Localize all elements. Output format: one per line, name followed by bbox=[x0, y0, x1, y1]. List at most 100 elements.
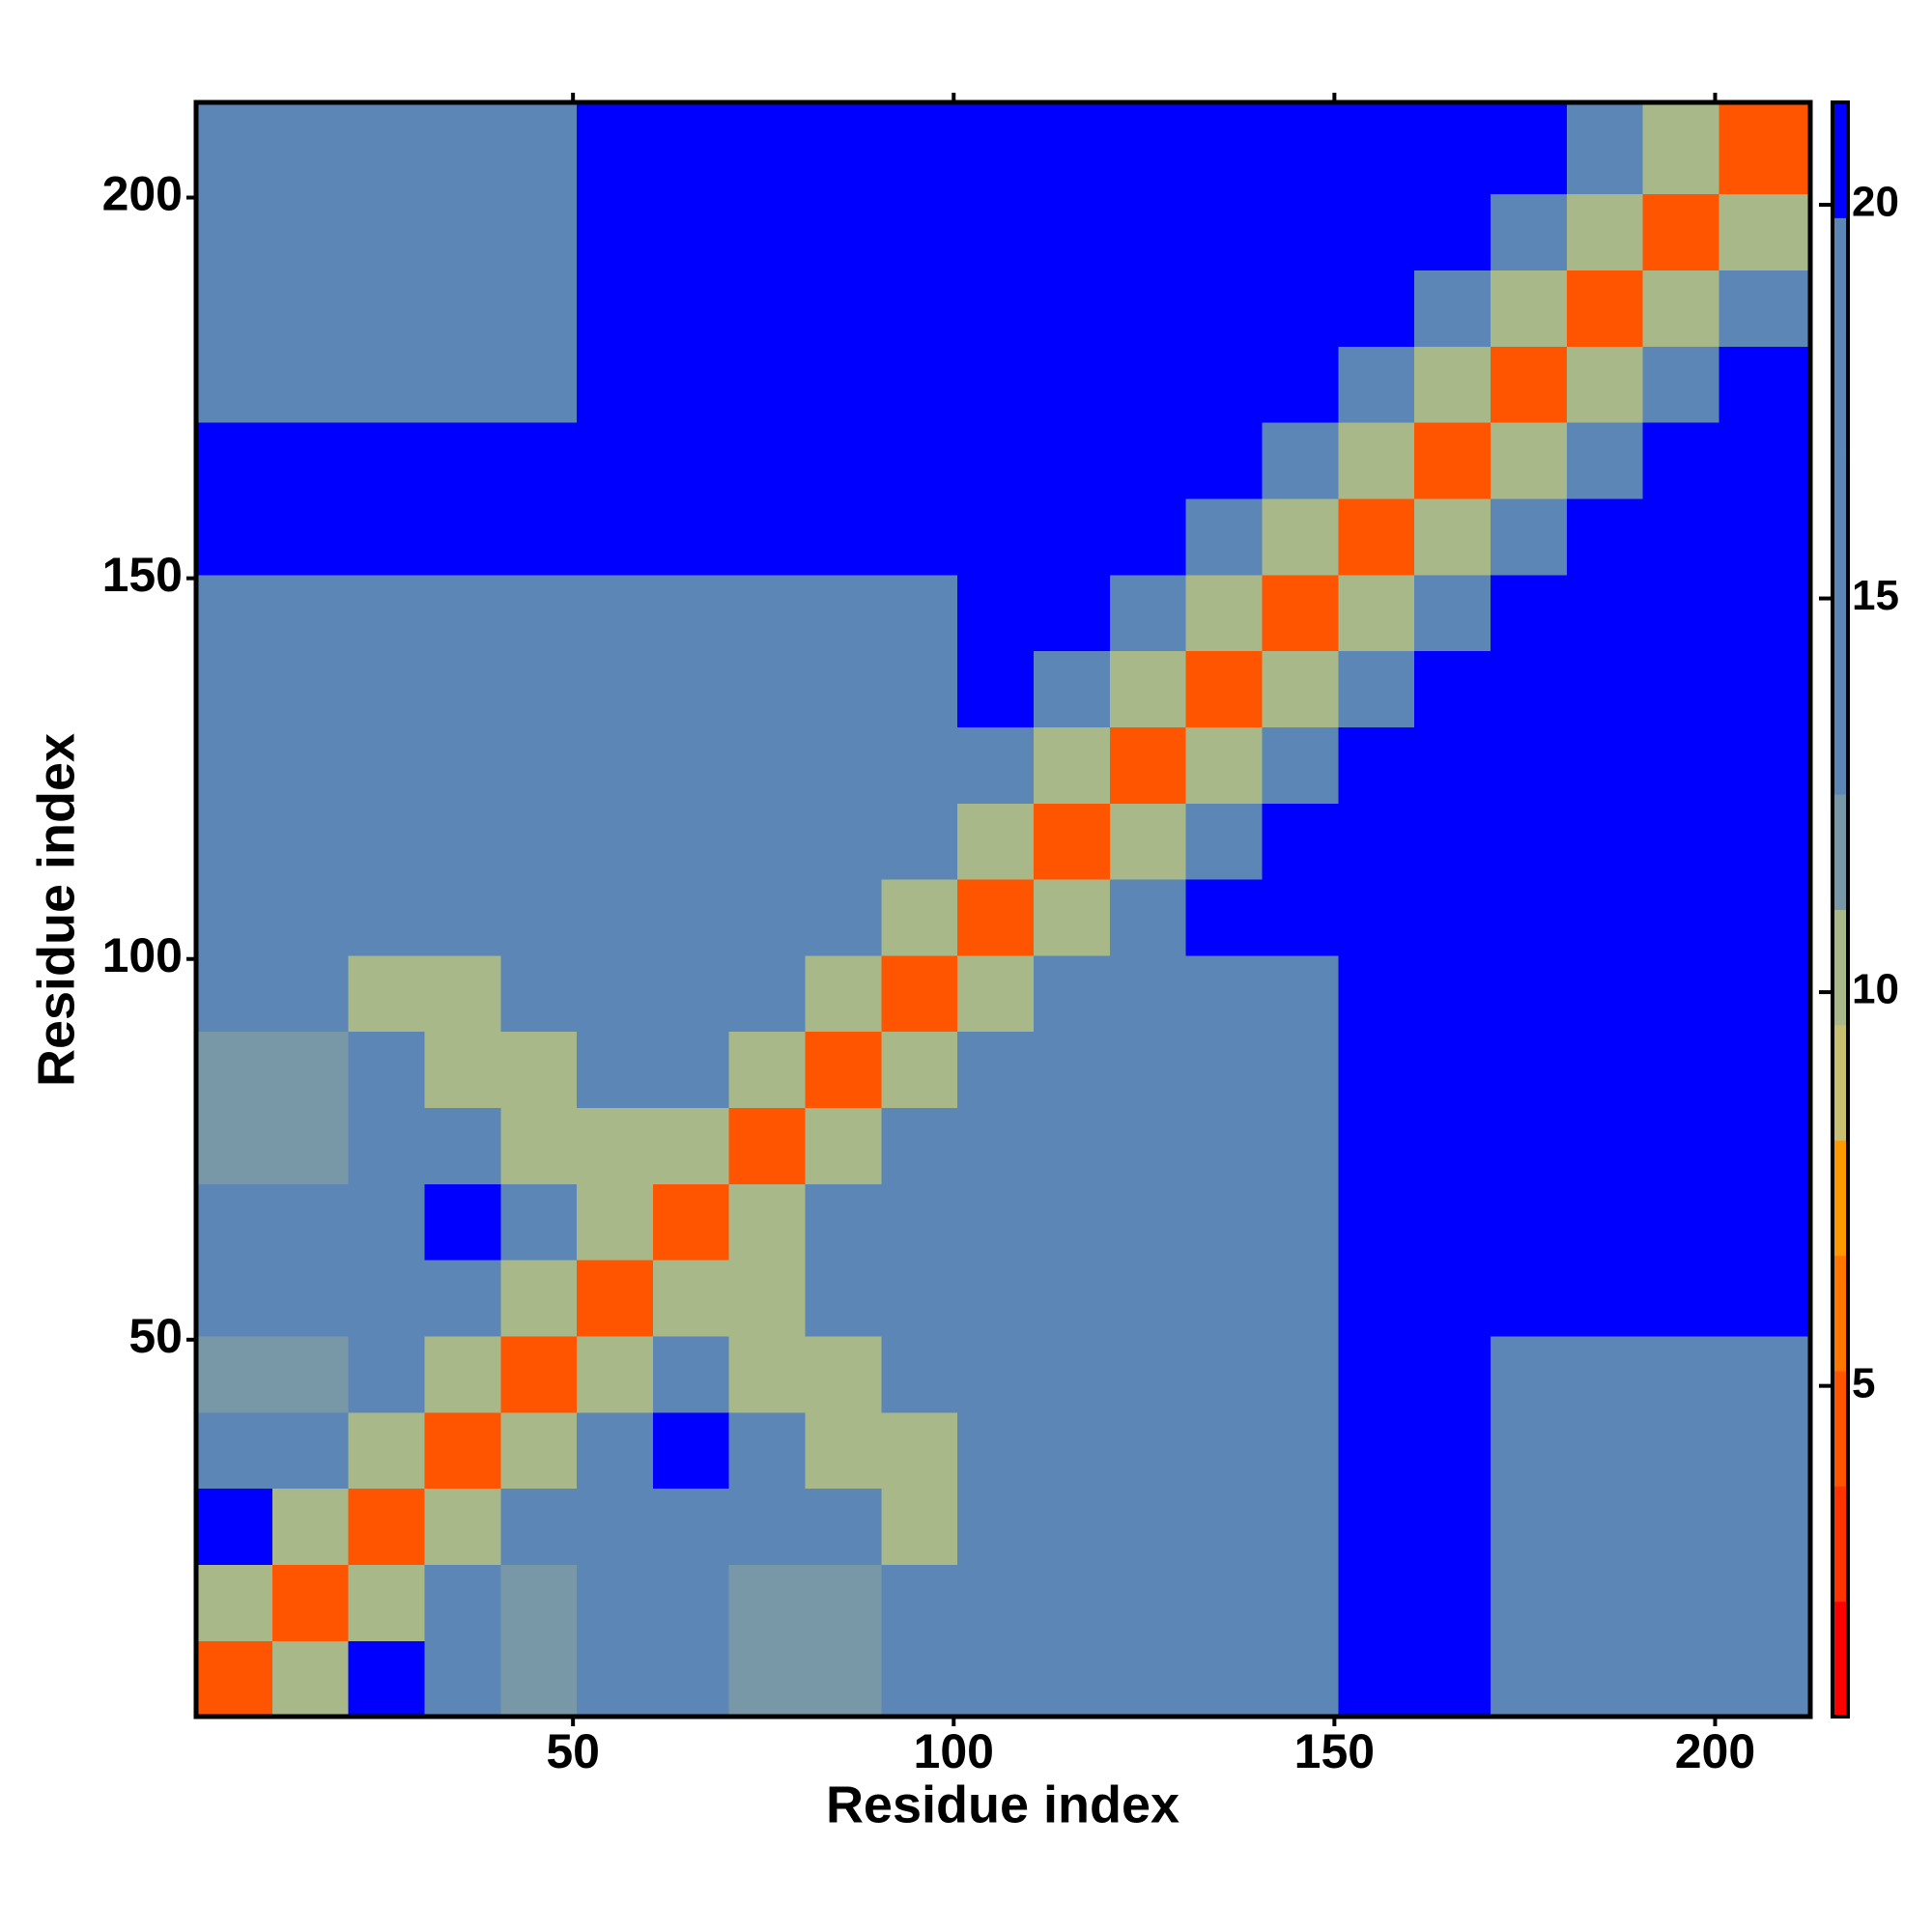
heatmap-cell bbox=[728, 574, 807, 652]
heatmap-cell bbox=[1642, 650, 1720, 727]
heatmap-cell bbox=[196, 1640, 273, 1718]
heatmap-cell bbox=[196, 954, 273, 1033]
colorbar-tick-label: 15 bbox=[1852, 572, 1899, 619]
heatmap-cell bbox=[1719, 574, 1811, 652]
heatmap-cell bbox=[348, 1335, 426, 1413]
heatmap-cell bbox=[348, 270, 426, 347]
heatmap-cell bbox=[1414, 1488, 1492, 1565]
heatmap-cell bbox=[881, 1183, 958, 1261]
heatmap-cell bbox=[957, 1488, 1035, 1565]
x-tick-label: 100 bbox=[914, 1724, 994, 1778]
heatmap-cell bbox=[1109, 1183, 1187, 1261]
heatmap-cell bbox=[652, 1411, 730, 1490]
heatmap-cell bbox=[577, 1335, 654, 1413]
heatmap-cell bbox=[500, 574, 578, 652]
heatmap-cell bbox=[1566, 1183, 1644, 1261]
heatmap-cell bbox=[196, 726, 273, 804]
heatmap-cell bbox=[1642, 422, 1720, 499]
heatmap-cell bbox=[1185, 1335, 1264, 1413]
heatmap-cell bbox=[1414, 803, 1492, 880]
heatmap-cell bbox=[881, 574, 958, 652]
heatmap-cell bbox=[1642, 193, 1720, 271]
heatmap-cell bbox=[271, 1640, 350, 1718]
heatmap-cell bbox=[1185, 1107, 1264, 1184]
heatmap-cell bbox=[881, 1107, 958, 1184]
heatmap-cell bbox=[652, 422, 730, 499]
heatmap-cell bbox=[881, 1640, 958, 1718]
heatmap-cell bbox=[881, 102, 958, 195]
heatmap-cell bbox=[577, 1107, 654, 1184]
heatmap-cell bbox=[1414, 102, 1492, 195]
heatmap-cell bbox=[1185, 803, 1264, 880]
heatmap-cell bbox=[1109, 193, 1187, 271]
heatmap-cell bbox=[1719, 650, 1811, 727]
heatmap-cell bbox=[881, 1260, 958, 1337]
heatmap-cell bbox=[1566, 650, 1644, 727]
colorbar-segment bbox=[1833, 1601, 1848, 1718]
heatmap-cell bbox=[271, 650, 350, 727]
heatmap-cell bbox=[1185, 574, 1264, 652]
heatmap-cell bbox=[577, 1640, 654, 1718]
heatmap-cell bbox=[728, 193, 807, 271]
heatmap-cell bbox=[577, 193, 654, 271]
heatmap-cell bbox=[1338, 1183, 1415, 1261]
heatmap-cell bbox=[1719, 1183, 1811, 1261]
heatmap-cell bbox=[196, 1564, 273, 1641]
heatmap-cell bbox=[805, 346, 882, 423]
heatmap-cell bbox=[348, 1564, 426, 1641]
heatmap-cell bbox=[1642, 1031, 1720, 1109]
heatmap-cell bbox=[1185, 270, 1264, 347]
heatmap-cell bbox=[1414, 1183, 1492, 1261]
heatmap-cell bbox=[424, 346, 501, 423]
heatmap-cell bbox=[577, 954, 654, 1033]
heatmap-cell bbox=[1338, 650, 1415, 727]
heatmap-cell bbox=[805, 1640, 882, 1718]
heatmap-cell bbox=[1719, 1335, 1811, 1413]
heatmap-cell bbox=[805, 422, 882, 499]
heatmap-cell bbox=[1566, 497, 1644, 576]
heatmap-cell bbox=[1185, 650, 1264, 727]
heatmap-cell bbox=[348, 650, 426, 727]
heatmap-cell bbox=[424, 1031, 501, 1109]
heatmap-cell bbox=[957, 954, 1035, 1033]
heatmap-cell bbox=[1338, 422, 1415, 499]
heatmap-cell bbox=[652, 102, 730, 195]
heatmap-cell bbox=[1414, 1031, 1492, 1109]
colorbar-tick-label: 10 bbox=[1852, 966, 1899, 1013]
heatmap-cell bbox=[1034, 954, 1111, 1033]
heatmap-cell bbox=[652, 1640, 730, 1718]
y-axis-title: Residue index bbox=[27, 733, 85, 1087]
heatmap-cell bbox=[1414, 1411, 1492, 1490]
heatmap-cell bbox=[805, 270, 882, 347]
heatmap-cell bbox=[1262, 193, 1339, 271]
heatmap-cell bbox=[805, 1183, 882, 1261]
heatmap-cell bbox=[500, 1183, 578, 1261]
heatmap-cell bbox=[728, 1564, 807, 1641]
heatmap-cell bbox=[1185, 726, 1264, 804]
heatmap-cell bbox=[957, 803, 1035, 880]
heatmap-cell bbox=[1109, 574, 1187, 652]
heatmap-cell bbox=[1109, 1411, 1187, 1490]
heatmap-cell bbox=[652, 1183, 730, 1261]
heatmap-cell bbox=[348, 1488, 426, 1565]
heatmap-cell bbox=[1719, 878, 1811, 956]
heatmap-cell bbox=[1034, 803, 1111, 880]
heatmap-cell bbox=[1642, 726, 1720, 804]
x-tick-label: 150 bbox=[1294, 1724, 1375, 1778]
colorbar-segment bbox=[1833, 1370, 1848, 1487]
heatmap-cell bbox=[1109, 878, 1187, 956]
heatmap-cell bbox=[271, 102, 350, 195]
heatmap-cell bbox=[577, 1260, 654, 1337]
heatmap-cell bbox=[1490, 1031, 1568, 1109]
heatmap-cell bbox=[1566, 726, 1644, 804]
heatmap-cell bbox=[1034, 1260, 1111, 1337]
heatmap-cell bbox=[1262, 422, 1339, 499]
colorbar-frame bbox=[1831, 100, 1850, 1719]
y-tick-label: 200 bbox=[102, 167, 183, 221]
heatmap-cell bbox=[728, 726, 807, 804]
heatmap-cell bbox=[348, 1183, 426, 1261]
heatmap-cell bbox=[652, 270, 730, 347]
heatmap-cell bbox=[348, 102, 426, 195]
heatmap-cell bbox=[1034, 1031, 1111, 1109]
heatmap-cell bbox=[1642, 878, 1720, 956]
